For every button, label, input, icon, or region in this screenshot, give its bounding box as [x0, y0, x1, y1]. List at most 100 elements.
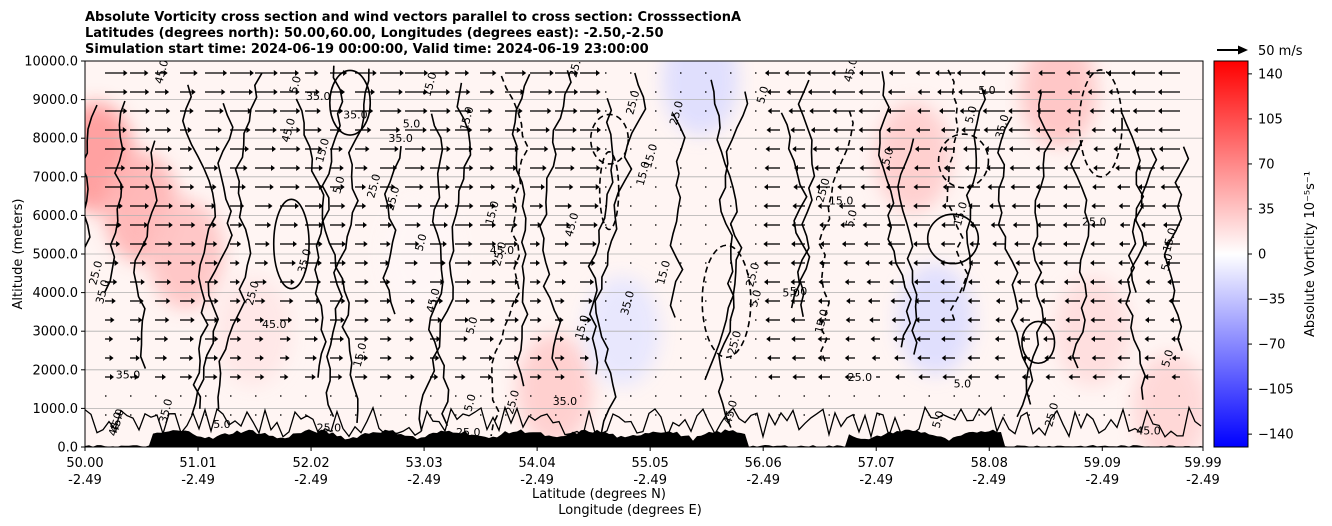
wind-vector-head-64 — [190, 203, 195, 209]
wind-vector-head-542 — [790, 260, 795, 266]
wind-vector-head-66 — [191, 241, 196, 247]
wind-vector-head-334 — [536, 279, 541, 285]
wind-vector-head-832 — [1171, 355, 1176, 361]
wind-vector-head-117 — [272, 127, 277, 133]
wind-vector-head-218 — [386, 241, 391, 247]
wind-vector-head-665 — [956, 70, 961, 76]
colorbar-tick-label-2: 70 — [1258, 157, 1275, 172]
wind-vector-head-564 — [817, 317, 822, 323]
wind-vector-head-307 — [516, 127, 521, 133]
wind-vector-head-61 — [188, 146, 193, 152]
contour-label-69: 45.0 — [490, 244, 515, 257]
wind-vector-head-770 — [1090, 260, 1095, 266]
wind-vector-head-257 — [441, 260, 446, 266]
wind-vector-head-555 — [812, 146, 817, 152]
wind-vector-head-754 — [1065, 317, 1070, 323]
wind-vector-head-9 — [116, 241, 121, 247]
wind-vector-head-243 — [410, 355, 415, 361]
wind-vector-head-519 — [764, 184, 768, 190]
wind-vector-head-805 — [1139, 203, 1144, 209]
wind-vector-head-651 — [943, 165, 948, 171]
wind-vector-head-514 — [766, 89, 771, 95]
y-axis-ticks: 0.0 1000.0 2000.0 3000.0 4000.0 5000.0 6000.0 7… — [24, 55, 85, 456]
wind-vector-head-280 — [463, 336, 468, 342]
wind-vector-head-6 — [120, 184, 125, 190]
wind-vector-head-252 — [446, 165, 451, 171]
wind-vector-head-818 — [1157, 89, 1162, 95]
wind-vector-head-650 — [942, 146, 947, 152]
contour-label-47: 45.0 — [721, 399, 740, 426]
wind-vector-head-313 — [514, 241, 519, 247]
wind-vector-head-670 — [964, 165, 969, 171]
wind-vector-head-345 — [572, 127, 577, 133]
chart-title-line-2: Latitudes (degrees north): 50.00,60.00, … — [85, 26, 664, 41]
wind-vector-head-742 — [1067, 89, 1072, 95]
wind-vector-head-178 — [341, 203, 346, 209]
wind-vector-head-215 — [391, 184, 396, 190]
wind-vector-head-140 — [295, 203, 299, 209]
wind-vector-head-21 — [145, 108, 150, 114]
wind-vector-head-199 — [363, 241, 368, 247]
wind-vector-head-49 — [167, 279, 172, 285]
contour-label-67: 5.0 — [930, 409, 947, 429]
wind-vector-head-366 — [596, 165, 601, 171]
wind-vector-head-232 — [421, 146, 426, 152]
contour-label-65: 5.0 — [462, 393, 479, 413]
wind-vector-head-25 — [145, 184, 150, 190]
wind-vector-head-185 — [340, 336, 344, 342]
wind-vector-head-237 — [415, 241, 420, 247]
wind-vector-head-255 — [444, 222, 448, 228]
wind-vector-head-367 — [595, 184, 600, 190]
wind-vector-head-107 — [236, 298, 241, 304]
wind-vector-head-134 — [295, 89, 300, 95]
wind-vector-head-241 — [409, 317, 414, 323]
wind-vector-head-239 — [412, 279, 417, 285]
wind-vector-head-668 — [961, 127, 966, 133]
wind-vector-head-517 — [765, 146, 770, 152]
wind-vector-head-737 — [1044, 355, 1049, 361]
wind-vector-head-765 — [1093, 165, 1098, 171]
contour-label-10: 35.0 — [993, 113, 1012, 140]
wind-vector-head-130 — [260, 374, 265, 380]
wind-vector-head-633 — [913, 184, 918, 190]
contour-line-23 — [877, 71, 912, 348]
wind-vector-head-627 — [915, 70, 920, 76]
wind-vector-head-616 — [886, 222, 891, 228]
contour-loop-4 — [589, 113, 630, 165]
wind-vector-head-570 — [831, 70, 836, 76]
wind-vector-head-115 — [273, 89, 278, 95]
contour-label-34: 5.0 — [754, 85, 771, 105]
wind-vector-head-172 — [341, 89, 345, 95]
wind-vector-head-811 — [1145, 317, 1149, 323]
wind-vector-head-319 — [514, 355, 519, 361]
contour-label-58: 25.0 — [848, 371, 873, 384]
wind-vector-head-700 — [994, 374, 999, 380]
wind-vector-head-221 — [386, 298, 391, 304]
wind-vector-head-780 — [1108, 89, 1113, 95]
quiver-key-label: 50 m/s — [1258, 44, 1303, 59]
wind-vector-head-181 — [341, 260, 346, 266]
wind-vector-head-46 — [168, 222, 173, 228]
contour-label-61: 25.0 — [667, 100, 686, 127]
wind-vector-head-675 — [968, 260, 973, 266]
wind-vector-head-220 — [386, 279, 391, 285]
wind-vector-head-621 — [891, 317, 896, 323]
contour-label-50: 35.0 — [295, 247, 314, 274]
contour-line-5 — [217, 72, 263, 410]
colorbar-tick-label-4: 0 — [1258, 248, 1266, 263]
wind-vector-head-785 — [1117, 184, 1121, 190]
x-axis-label-longitude: Longitude (degrees E) — [558, 503, 702, 518]
wind-vector-head-680 — [967, 355, 972, 361]
wind-vector-head-45 — [168, 203, 173, 209]
wind-vector-head-595 — [860, 184, 865, 190]
wind-vector-head-820 — [1158, 127, 1163, 133]
wind-vector-head-211 — [397, 108, 402, 114]
wind-vector-head-43 — [168, 165, 173, 171]
wind-vector-head-534 — [788, 108, 793, 114]
contour-label-9: 5.0 — [213, 418, 231, 431]
wind-vector-head-527 — [766, 336, 771, 342]
wind-vector-head-749 — [1062, 222, 1067, 228]
contour-label-41: 25.0 — [364, 173, 383, 200]
wind-vector-head-583 — [845, 317, 850, 323]
wind-vector-head-535 — [790, 127, 795, 133]
